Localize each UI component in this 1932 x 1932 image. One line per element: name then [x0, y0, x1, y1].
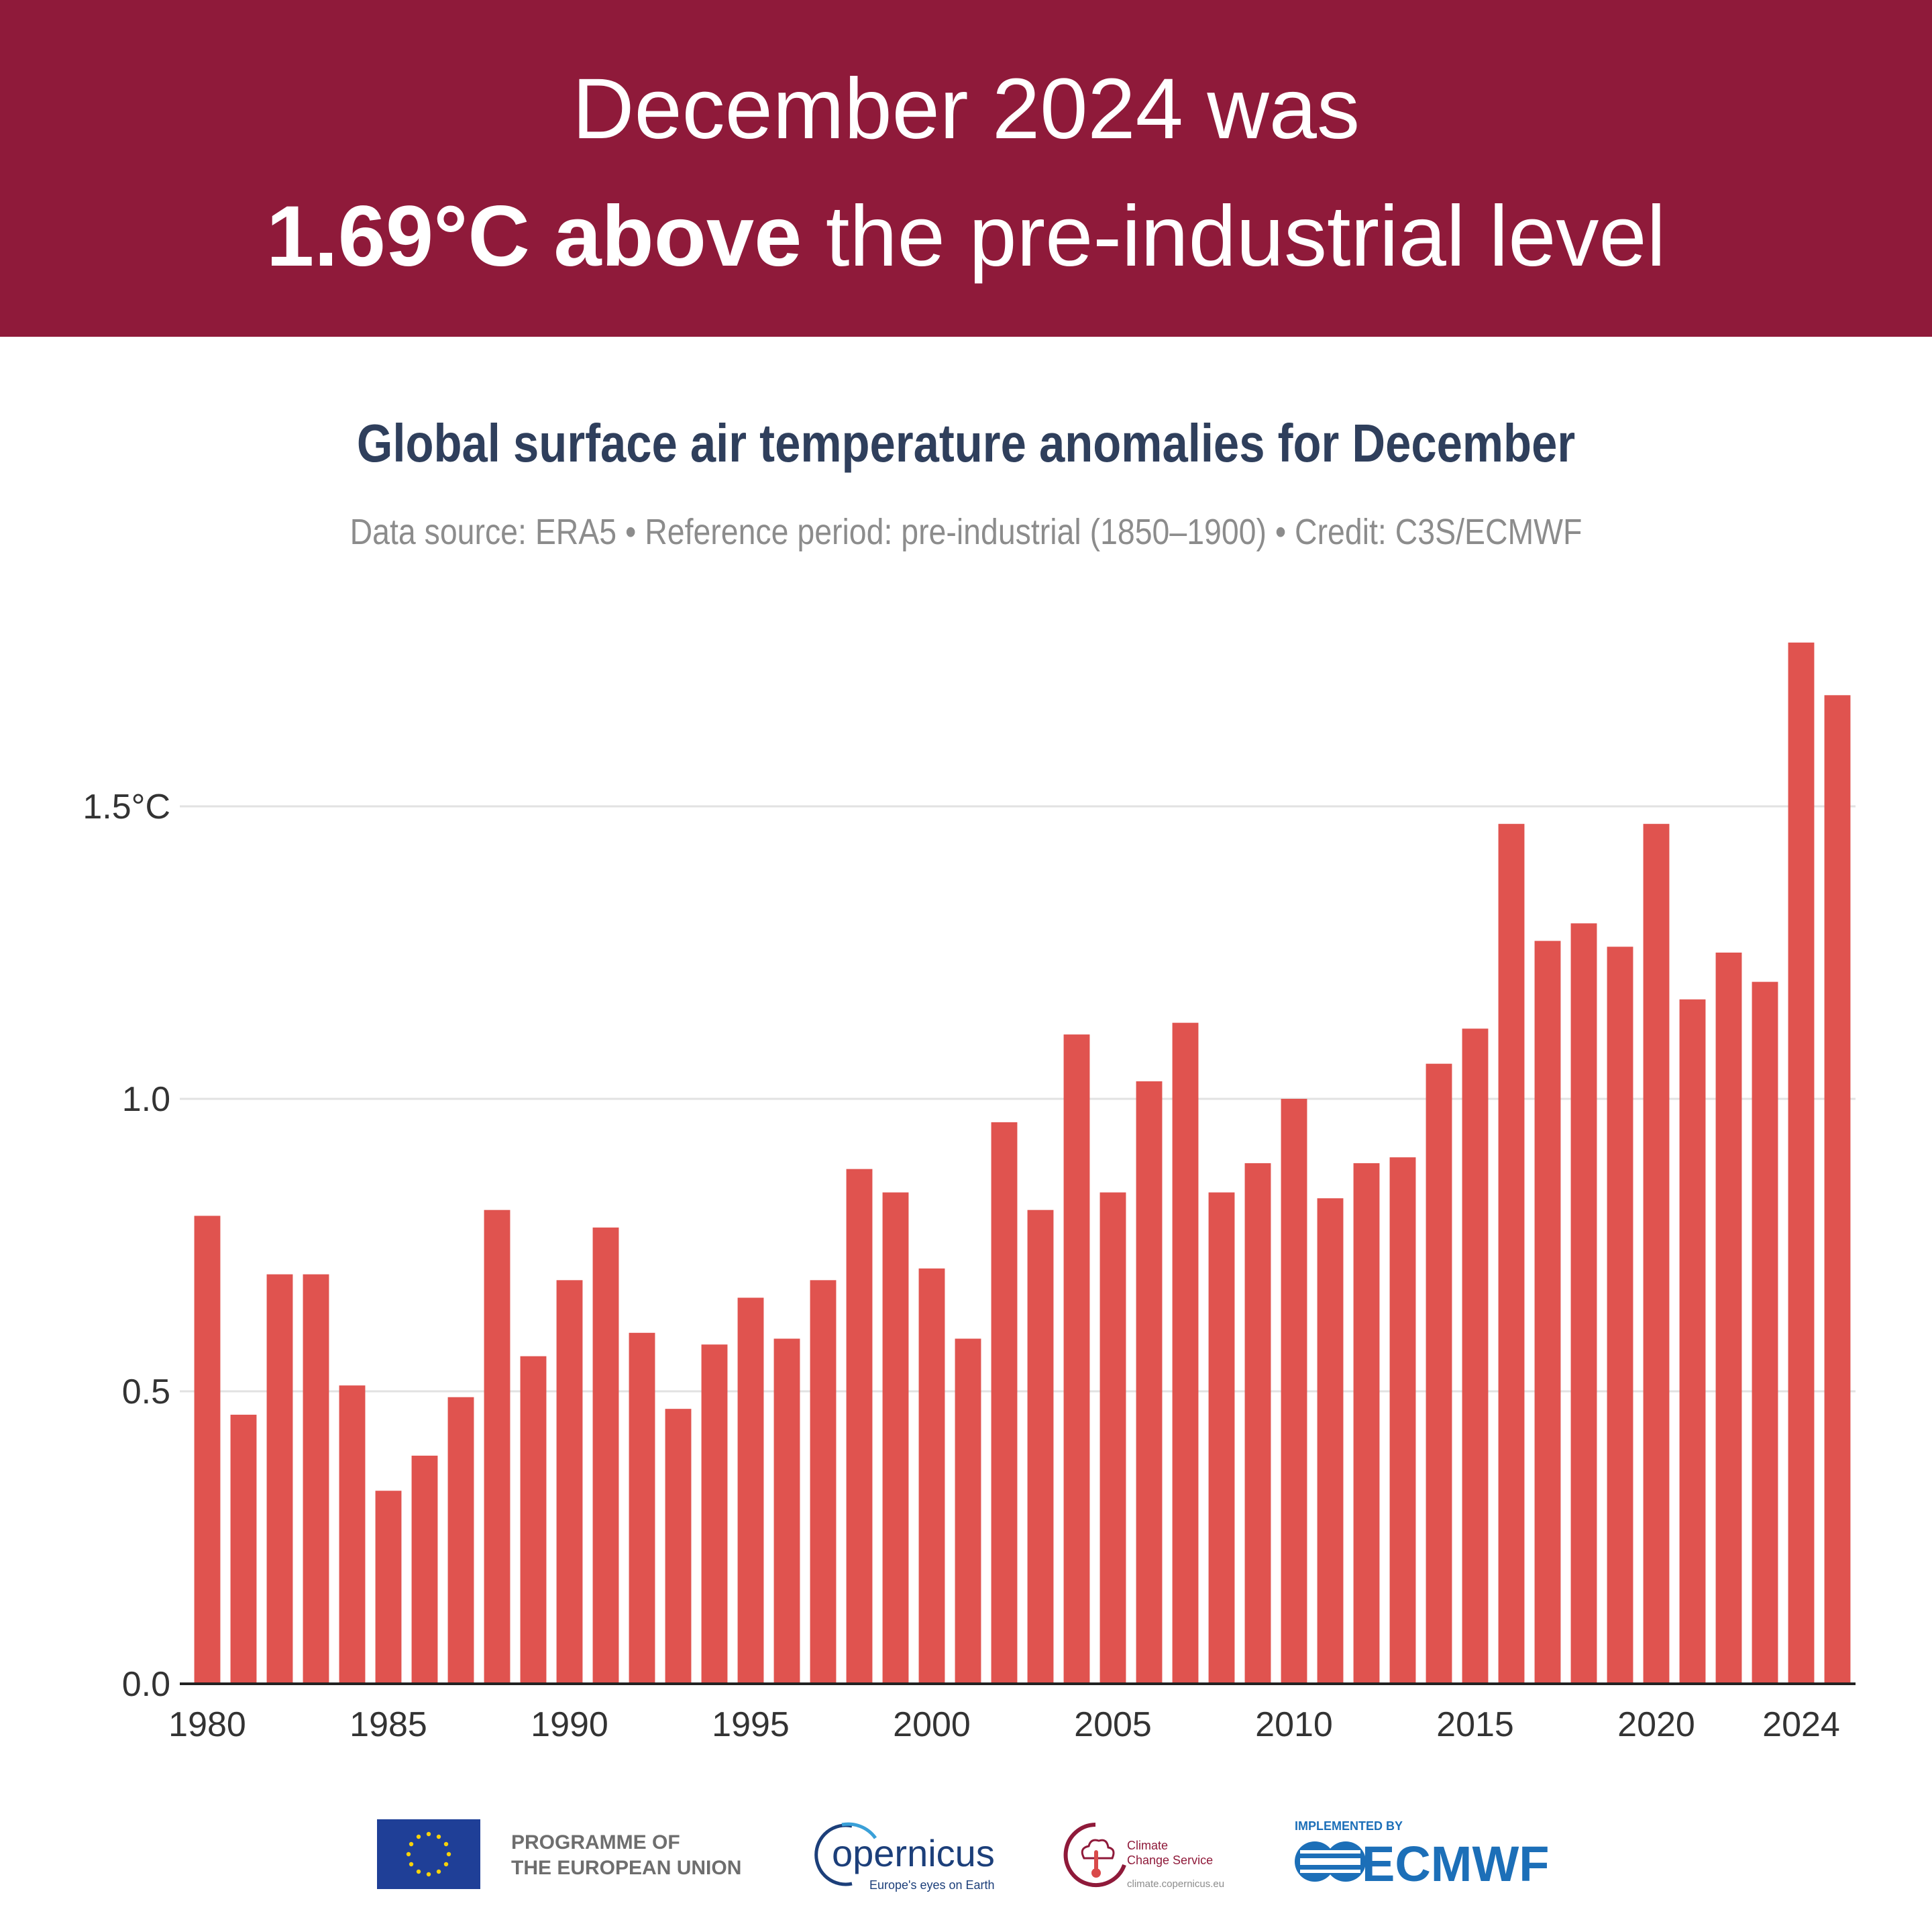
eu-text-line-2: THE EUROPEAN UNION [511, 1857, 742, 1879]
c3s-url: climate.copernicus.eu [1127, 1878, 1225, 1890]
bar-1993 [665, 1409, 692, 1684]
bar-1990 [556, 1280, 583, 1684]
bar-2025 [1824, 695, 1851, 1684]
ecmwf-logo-icon [1295, 1841, 1366, 1882]
y-tick-label: 1.0 [122, 1080, 170, 1119]
x-tick-label: 1985 [350, 1705, 427, 1744]
bar-1983 [303, 1274, 329, 1684]
bar-2020 [1643, 824, 1670, 1684]
bar-2003 [1027, 1210, 1054, 1684]
copernicus-tagline: Europe's eyes on Earth [869, 1878, 995, 1892]
bar-1998 [846, 1169, 873, 1684]
bar-1994 [701, 1344, 728, 1684]
x-tick-label: 2005 [1074, 1705, 1152, 1744]
headline-value: 1.69°C above [266, 189, 802, 284]
bar-2012 [1353, 1163, 1380, 1684]
bar-2004 [1063, 1034, 1090, 1684]
bar-1995 [737, 1297, 764, 1684]
x-tick-label: 1995 [712, 1705, 790, 1744]
headline-line-2: 1.69°C above the pre-industrial level [0, 186, 1932, 287]
bar-2009 [1244, 1163, 1271, 1684]
bar-1982 [266, 1274, 293, 1684]
bar-1992 [629, 1332, 655, 1684]
chart-subtitle: Data source: ERA5 • Reference period: pr… [350, 512, 1582, 552]
bar-2000 [918, 1268, 945, 1684]
bar-2022 [1715, 953, 1742, 1684]
bar-2015 [1462, 1028, 1489, 1684]
bar-2016 [1498, 824, 1525, 1684]
eu-text-line-1: PROGRAMME OF [511, 1831, 680, 1854]
bar-2010 [1281, 1099, 1307, 1684]
c3s-name-line-2: Change Service [1127, 1854, 1214, 1867]
bar-2021 [1679, 999, 1706, 1684]
eu-flag-icon [377, 1819, 480, 1889]
bar-1987 [447, 1397, 474, 1684]
climate-change-service-icon [1063, 1823, 1126, 1887]
bar-2001 [955, 1338, 981, 1684]
headline-banner: December 2024 was 1.69°C above the pre-i… [0, 0, 1932, 337]
bar-2013 [1389, 1157, 1416, 1684]
y-tick-label: 0.0 [122, 1665, 170, 1704]
x-tick-label: 1990 [531, 1705, 608, 1744]
headline-rest: the pre-industrial level [802, 189, 1666, 284]
bar-2011 [1317, 1198, 1344, 1684]
c3s-name: Climate Change Service [1127, 1838, 1213, 1868]
bar-1991 [592, 1227, 619, 1684]
bar-1985 [375, 1491, 402, 1684]
bar-1988 [484, 1210, 511, 1684]
eu-programme-text: PROGRAMME OF THE EUROPEAN UNION [511, 1830, 741, 1881]
bar-1986 [411, 1455, 438, 1684]
bar-2005 [1099, 1192, 1126, 1684]
ecmwf-name: ECMWF [1362, 1836, 1550, 1892]
x-tick-label: 2020 [1617, 1705, 1695, 1744]
bar-2018 [1570, 923, 1597, 1684]
bar-2006 [1136, 1081, 1163, 1684]
x-tick-label: 1980 [168, 1705, 246, 1744]
x-tick-label: 2010 [1255, 1705, 1333, 1744]
bar-2023 [1752, 981, 1778, 1684]
headline-line-1: December 2024 was [572, 61, 1360, 157]
bar-2008 [1208, 1192, 1235, 1684]
bar-2007 [1172, 1022, 1199, 1684]
copernicus-name: opernicus [832, 1832, 995, 1874]
y-tick-label: 0.5 [122, 1373, 170, 1411]
copernicus-logo-icon [814, 1822, 877, 1886]
bar-1980 [194, 1216, 221, 1684]
bar-1999 [882, 1192, 909, 1684]
bar-2019 [1607, 947, 1633, 1684]
ecmwf-implemented-by: IMPLEMENTED BY [1295, 1819, 1403, 1833]
bar-1997 [810, 1280, 837, 1684]
bar-2002 [991, 1122, 1018, 1684]
bar-2017 [1534, 941, 1561, 1684]
bar-1989 [520, 1356, 547, 1684]
x-tick-label: 2000 [893, 1705, 971, 1744]
x-tick-label: 2015 [1436, 1705, 1514, 1744]
x-tick-label: 2024 [1762, 1705, 1840, 1744]
bar-2024 [1788, 642, 1815, 1684]
y-tick-label: 1.5°C [83, 788, 170, 826]
bar-1984 [339, 1385, 366, 1684]
footer-logos: PROGRAMME OF THE EUROPEAN UNION opernicu… [0, 1811, 1932, 1912]
eu-stars-icon [406, 1831, 451, 1877]
bar-2014 [1426, 1063, 1452, 1684]
chart-title: Global surface air temperature anomalies… [356, 413, 1576, 473]
c3s-name-line-1: Climate [1127, 1839, 1169, 1852]
bar-1996 [773, 1338, 800, 1684]
bar-1981 [230, 1414, 257, 1684]
